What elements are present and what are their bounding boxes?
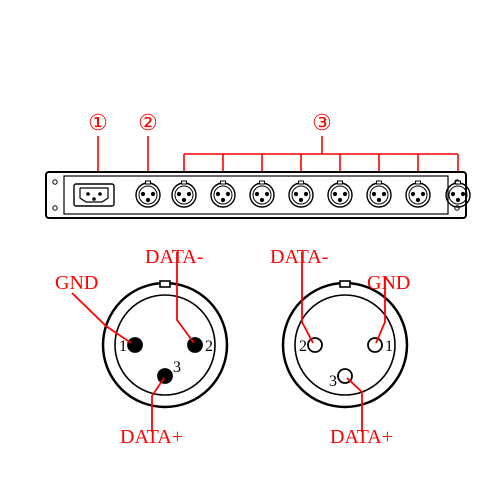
pin-3 — [158, 369, 172, 383]
xlr-output-1 — [172, 181, 196, 207]
xlr-output-5 — [328, 181, 352, 207]
label-gnd: GND — [367, 272, 410, 294]
label-gnd: GND — [55, 272, 98, 294]
pin-1 — [128, 338, 142, 352]
xlr-input — [136, 181, 160, 207]
callout-2: ② — [138, 110, 158, 135]
label-dataminus: DATA- — [270, 246, 328, 268]
pin-2 — [308, 338, 322, 352]
rack-panel — [46, 172, 470, 218]
pin-2 — [188, 338, 202, 352]
pin-label-3: 3 — [329, 373, 337, 390]
xlr-output-6 — [367, 181, 391, 207]
xlr-output-2 — [211, 181, 235, 207]
diagram-canvas: ①②③123213GNDDATA-DATA+DATA-GNDDATA+ — [0, 0, 500, 500]
pin-1 — [368, 338, 382, 352]
xlr-output-3 — [250, 181, 274, 207]
xlr-output-4 — [289, 181, 313, 207]
pin-label-1: 1 — [385, 338, 393, 355]
iec-inlet — [74, 184, 114, 206]
xlr-output-7 — [406, 181, 430, 207]
callout-3: ③ — [312, 110, 332, 135]
pin-label-3: 3 — [173, 359, 181, 376]
pin-label-2: 2 — [205, 338, 213, 355]
label-dataminus: DATA- — [145, 246, 203, 268]
pin-label-2: 2 — [299, 338, 307, 355]
callout-1: ① — [88, 110, 108, 135]
callout-labels: ① ② ③ — [88, 110, 458, 172]
xlr-pinout-left: 123 — [103, 281, 227, 407]
